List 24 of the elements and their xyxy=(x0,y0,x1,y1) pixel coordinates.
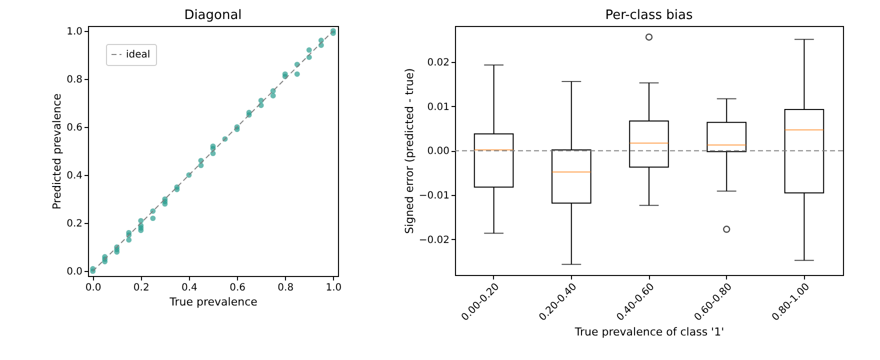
y-tick-label: 0.2 xyxy=(66,218,82,230)
y-tick-label: −0.02 xyxy=(418,234,450,246)
y-tick-label: 0.4 xyxy=(66,170,82,182)
y-tick-label: 0.00 xyxy=(427,146,450,158)
legend-label: ideal xyxy=(126,50,150,60)
x-tick-label: 0.4 xyxy=(182,282,198,294)
y-tick-label: 0.01 xyxy=(427,102,450,113)
y-tick-label: 0.6 xyxy=(66,122,82,134)
x-tick-label: 0.0 xyxy=(85,282,102,294)
x-tick-label: 1.0 xyxy=(326,282,342,294)
y-axis-title: Signed error (predicted - true) xyxy=(402,68,416,234)
x-tick-label: 0.2 xyxy=(133,282,150,294)
y-axis-title: Predicted prevalence xyxy=(50,93,64,210)
x-tick-label: 0.6 xyxy=(230,282,246,294)
y-tick-label: 0.0 xyxy=(66,266,82,278)
x-tick-label: 0.8 xyxy=(278,282,294,294)
y-tick-label: 0.02 xyxy=(427,57,450,68)
y-tick-label: 1.0 xyxy=(66,26,82,38)
x-axis-title: True prevalence xyxy=(168,296,258,308)
y-tick-label: −0.01 xyxy=(418,190,450,202)
y-tick-label: 0.8 xyxy=(66,74,82,86)
chart-title: Diagonal xyxy=(184,8,242,23)
chart-title: Per-class bias xyxy=(605,8,694,23)
x-axis-title: True prevalence of class '1' xyxy=(574,326,724,339)
